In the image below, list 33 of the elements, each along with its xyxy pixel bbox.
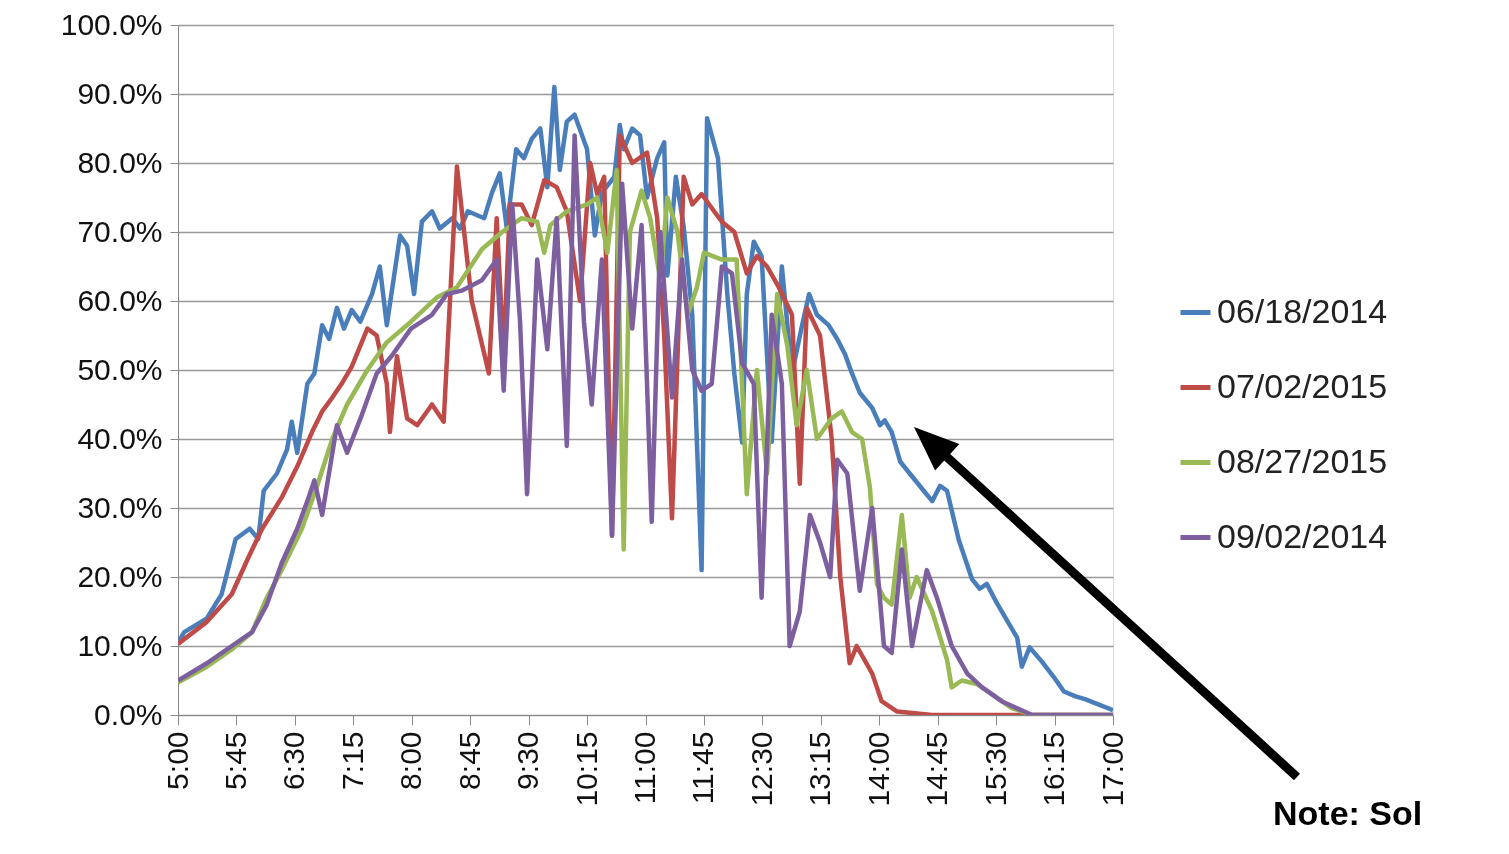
y-tick-label: 50.0% bbox=[77, 352, 163, 386]
x-tick-label: 14:00 bbox=[861, 731, 895, 807]
x-tick-label: 17:00 bbox=[1095, 731, 1129, 807]
y-tick-label: 80.0% bbox=[77, 145, 163, 179]
x-tick-label: 8:45 bbox=[452, 731, 486, 790]
legend-label: 08/27/2015 bbox=[1217, 441, 1388, 480]
x-tick-label: 6:30 bbox=[277, 731, 311, 790]
x-tick-label: 15:30 bbox=[978, 731, 1012, 807]
y-tick-label: 10.0% bbox=[77, 628, 163, 662]
x-tick-label: 9:30 bbox=[511, 731, 545, 790]
x-tick-label: 11:00 bbox=[628, 731, 661, 805]
x-tick-label: 5:45 bbox=[218, 731, 252, 790]
y-tick-label: 100.0% bbox=[60, 7, 163, 41]
y-tick-label: 60.0% bbox=[77, 283, 163, 317]
x-tick-label: 10:15 bbox=[569, 731, 603, 807]
x-tick-label: 12:30 bbox=[744, 731, 778, 807]
legend-label: 09/02/2014 bbox=[1217, 516, 1388, 555]
y-tick-label: 0.0% bbox=[94, 697, 163, 731]
y-tick-label: 20.0% bbox=[77, 559, 163, 593]
y-tick-label: 40.0% bbox=[77, 421, 163, 455]
x-tick-label: 16:15 bbox=[1037, 731, 1071, 807]
x-tick-label: 8:00 bbox=[394, 731, 428, 790]
x-tick-label: 7:15 bbox=[335, 731, 369, 790]
y-tick-label: 90.0% bbox=[77, 76, 163, 110]
y-tick-label: 70.0% bbox=[77, 214, 163, 248]
legend-label: 07/02/2015 bbox=[1217, 366, 1388, 405]
x-tick-label: 13:15 bbox=[803, 731, 837, 807]
y-tick-label: 30.0% bbox=[77, 490, 163, 524]
x-tick-label: 11:45 bbox=[686, 731, 720, 805]
text: Note: Sol bbox=[1273, 794, 1423, 832]
x-tick-label: 5:00 bbox=[160, 731, 194, 790]
x-tick-label: 14:45 bbox=[920, 731, 954, 807]
legend-label: 06/18/2014 bbox=[1217, 291, 1388, 330]
